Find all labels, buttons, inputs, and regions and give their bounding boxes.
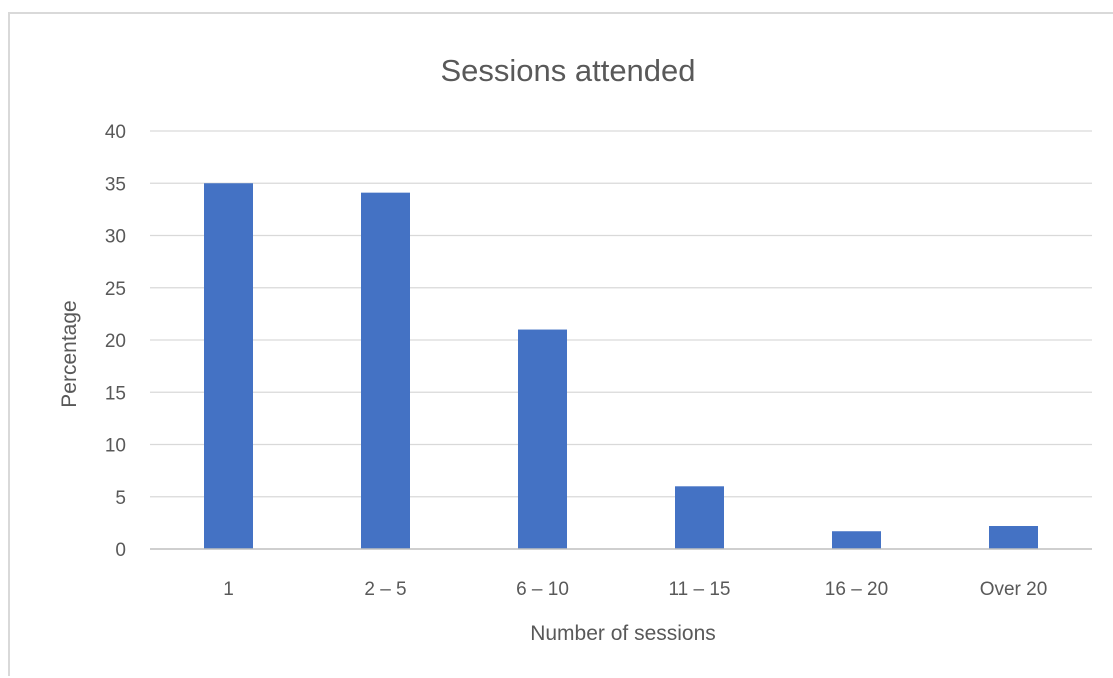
bar [204, 183, 253, 549]
y-tick-label: 40 [105, 122, 126, 143]
x-axis-tick-labels: 1 2 – 5 6 – 10 11 – 15 16 – 20 Over 20 [223, 579, 1047, 600]
y-tick-label: 35 [105, 174, 126, 195]
y-tick-label: 5 [115, 488, 126, 509]
bar [989, 526, 1038, 549]
bar [518, 329, 567, 549]
x-tick-label: 6 – 10 [516, 579, 569, 600]
y-tick-label: 0 [115, 540, 126, 561]
y-tick-label: 20 [105, 331, 126, 352]
x-axis-title: Number of sessions [530, 622, 716, 645]
gridlines [150, 130, 1092, 498]
y-tick-label: 15 [105, 383, 126, 404]
chart-frame: Sessions attended 0 5 10 15 20 25 30 35 40 1 2 – … [8, 12, 1113, 676]
x-tick-label: 16 – 20 [825, 579, 888, 600]
x-tick-label: Over 20 [980, 579, 1048, 600]
bar-chart: Sessions attended 0 5 10 15 20 25 30 35 40 1 2 – … [58, 53, 1092, 645]
chart-title: Sessions attended [440, 53, 695, 88]
y-tick-label: 10 [105, 436, 126, 457]
bar [675, 486, 724, 549]
bar [832, 531, 881, 549]
y-tick-label: 25 [105, 279, 126, 300]
y-axis-tick-labels: 0 5 10 15 20 25 30 35 40 [105, 122, 126, 561]
x-tick-label: 1 [223, 579, 234, 600]
bars [204, 183, 1038, 549]
y-axis-title: Percentage [58, 300, 81, 407]
y-tick-label: 30 [105, 227, 126, 248]
x-tick-label: 11 – 15 [669, 579, 731, 600]
x-tick-label: 2 – 5 [364, 579, 406, 600]
bar [361, 192, 410, 549]
